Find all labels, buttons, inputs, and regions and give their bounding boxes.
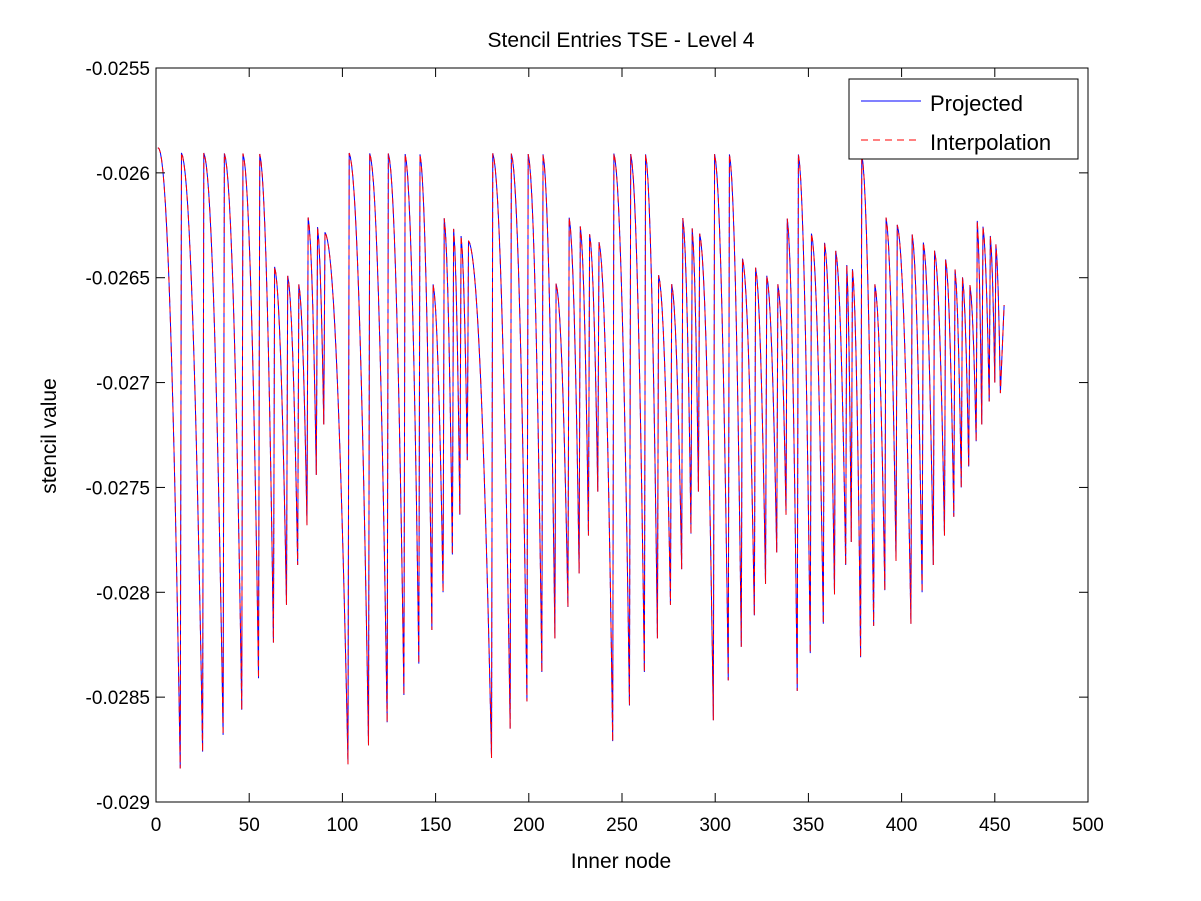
y-tick-label: -0.029	[96, 793, 150, 814]
y-tick-label: -0.0275	[86, 478, 150, 499]
y-axis-label: stencil value	[38, 378, 61, 494]
x-tick-label: 50	[239, 815, 260, 836]
x-tick-label: 300	[699, 815, 731, 836]
y-axis: -0.0255 -0.026 -0.0265 -0.027 -0.0275 -0.028 -…	[86, 59, 1088, 814]
series-layer	[157, 147, 1005, 769]
y-tick-label: -0.026	[96, 164, 150, 185]
legend-label-interpolation: Interpolation	[930, 130, 1051, 155]
y-tick-label: -0.027	[96, 374, 150, 395]
legend-box	[848, 78, 1079, 160]
x-axis: 0 50 100 150 200 250 300 350 400 450 500	[151, 68, 1104, 836]
x-tick-label: 250	[606, 815, 638, 836]
legend: Projected Interpolation	[848, 78, 1079, 160]
x-tick-label: 0	[151, 815, 162, 836]
plot-area	[156, 68, 1088, 802]
x-axis-label: Inner node	[571, 850, 671, 873]
y-tick-label: -0.028	[96, 583, 150, 604]
y-tick-label: -0.0255	[86, 59, 150, 80]
x-tick-label: 450	[979, 815, 1011, 836]
x-tick-label: 150	[420, 815, 452, 836]
legend-label-projected: Projected	[930, 91, 1023, 116]
x-tick-label: 200	[513, 815, 545, 836]
x-tick-label: 350	[793, 815, 825, 836]
x-tick-label: 400	[886, 815, 918, 836]
y-tick-label: -0.0265	[86, 269, 150, 290]
x-tick-label: 100	[327, 815, 359, 836]
chart-title: Stencil Entries TSE - Level 4	[488, 29, 755, 52]
x-tick-label: 500	[1072, 815, 1104, 836]
y-tick-label: -0.0285	[86, 688, 150, 709]
series-interpolation-line	[157, 147, 1005, 769]
